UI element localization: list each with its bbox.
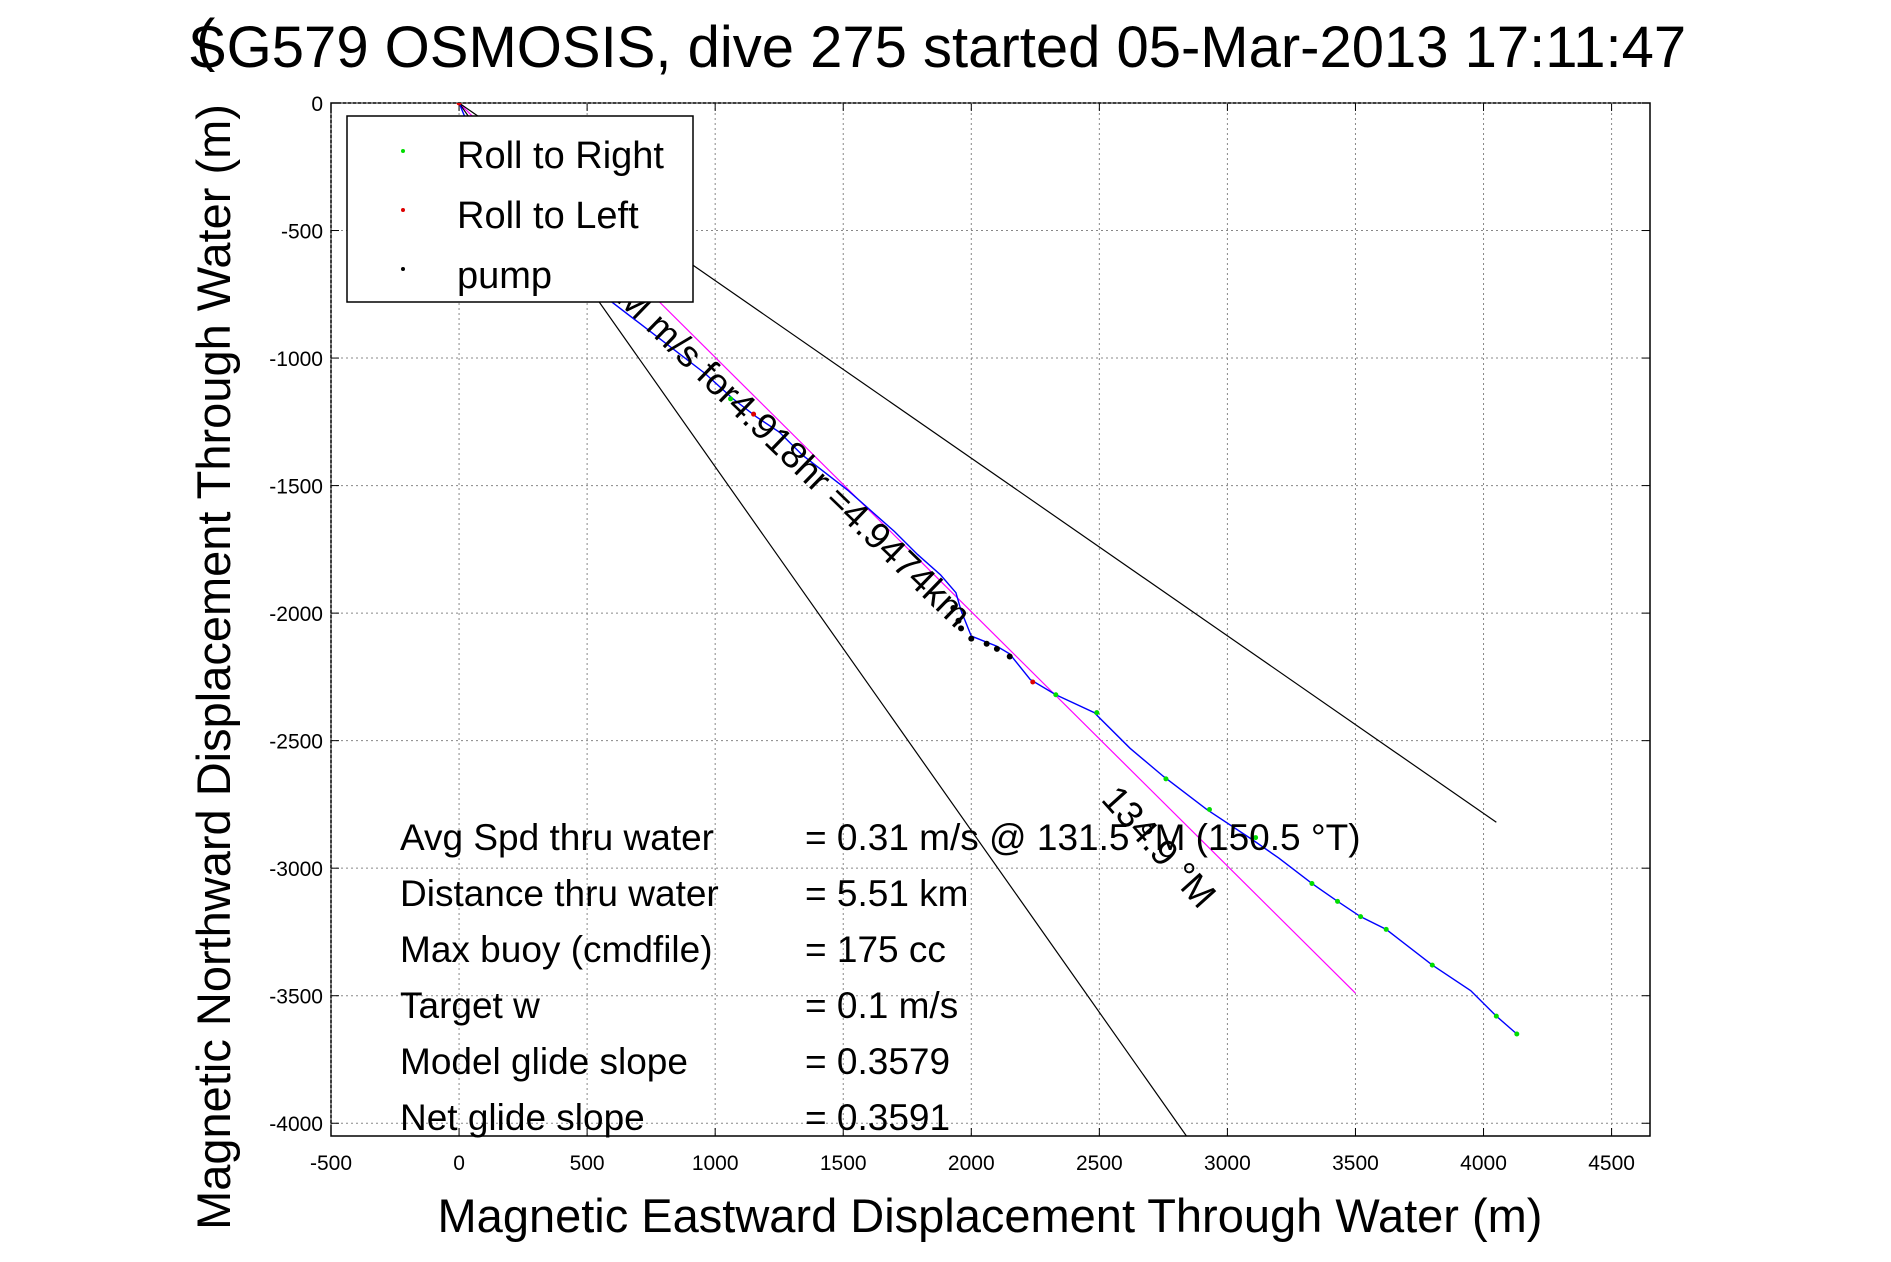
- pump-point: [968, 635, 975, 642]
- x-tick-label: 3500: [1332, 1152, 1379, 1175]
- y-tick-label: -3000: [269, 858, 323, 881]
- stat-value: = 0.3579: [805, 1041, 950, 1082]
- y-tick-label: 0: [311, 93, 323, 116]
- roll-right-point: [1094, 710, 1100, 716]
- x-tick-label: 1000: [692, 1152, 739, 1175]
- y-tick-label: -500: [281, 221, 323, 244]
- roll-right-point: [1309, 880, 1315, 886]
- chart-title: SG579 OSMOSIS, dive 275 started 05-Mar-2…: [188, 15, 1686, 80]
- legend-roll-right-marker: [401, 149, 405, 153]
- stats-block: Avg Spd thru water = 0.31 m/s @ 131.5 °M …: [400, 817, 1361, 1138]
- roll-right-point: [1493, 1013, 1499, 1019]
- stat-value: = 0.3591: [805, 1097, 950, 1138]
- roll-right-point: [1514, 1031, 1520, 1037]
- x-tick-label: 3000: [1204, 1152, 1251, 1175]
- x-tick-label: 4500: [1588, 1152, 1635, 1175]
- roll-left-point: [456, 103, 462, 106]
- pump-point: [1006, 653, 1013, 660]
- legend-pump-label: pump: [457, 255, 552, 297]
- roll-right-point: [1163, 776, 1169, 782]
- legend-roll-left-label: Roll to Left: [457, 195, 639, 237]
- roll-right-point: [1206, 807, 1212, 813]
- stat-label: Target w: [400, 985, 540, 1026]
- stat-value: = 0.1 m/s: [805, 985, 958, 1026]
- y-tick-label: -2500: [269, 731, 323, 754]
- roll-right-point: [1335, 898, 1341, 904]
- x-tick-label: 2500: [1076, 1152, 1123, 1175]
- roll-right-point: [728, 396, 734, 402]
- stat-label: Avg Spd thru water: [400, 817, 714, 858]
- x-tick-label: 4000: [1460, 1152, 1507, 1175]
- y-axis-label: Magnetic Northward Displacement Through …: [187, 104, 240, 1230]
- stat-label: Model glide slope: [400, 1041, 688, 1082]
- x-tick-labels: -500 0 500 1000 1500 2000 2500 3000 3500 4000 4500: [310, 1152, 1635, 1175]
- pump-point: [958, 625, 965, 632]
- legend-pump-marker: [401, 267, 405, 271]
- stat-value: = 0.31 m/s @ 131.5 °M (150.5 °T): [805, 817, 1361, 858]
- y-tick-label: -2000: [269, 603, 323, 626]
- roll-right-point: [1383, 926, 1389, 932]
- y-tick-label: -1000: [269, 348, 323, 371]
- stat-value: = 5.51 km: [805, 873, 969, 914]
- roll-right-point: [1253, 835, 1259, 841]
- roll-right-point: [1053, 692, 1059, 698]
- x-tick-label: 500: [570, 1152, 605, 1175]
- stat-label: Max buoy (cmdfile): [400, 929, 713, 970]
- pump-point: [993, 645, 1000, 652]
- legend-roll-left-marker: [401, 208, 405, 212]
- x-tick-label: -500: [310, 1152, 352, 1175]
- roll-right-point: [1358, 914, 1364, 920]
- grid: [330, 102, 1650, 1136]
- pump-point: [983, 640, 990, 647]
- legend: Roll to Right Roll to Left pump: [346, 115, 694, 303]
- stat-value: = 175 cc: [805, 929, 946, 970]
- y-tick-label: -1500: [269, 476, 323, 499]
- x-tick-label: 1500: [820, 1152, 867, 1175]
- x-tick-label: 2000: [948, 1152, 995, 1175]
- x-axis-label: Magnetic Eastward Displacement Through W…: [438, 1189, 1543, 1242]
- y-tick-label: -3500: [269, 986, 323, 1009]
- title-overlap-glyph: (: [196, 8, 215, 73]
- roll-left-point: [1030, 679, 1036, 685]
- stat-label: Net glide slope: [400, 1097, 645, 1138]
- y-tick-label: -4000: [269, 1113, 323, 1136]
- x-tick-label: 0: [453, 1152, 465, 1175]
- pump-point: [955, 617, 962, 624]
- roll-right-point: [1429, 962, 1435, 968]
- legend-roll-right-label: Roll to Right: [457, 135, 664, 177]
- y-tick-labels: 0 -500 -1000 -1500 -2000 -2500 -3000 -3500 -4000: [269, 93, 323, 1136]
- stat-label: Distance thru water: [400, 873, 719, 914]
- pump-point: [950, 605, 957, 612]
- roll-left-point: [751, 411, 757, 417]
